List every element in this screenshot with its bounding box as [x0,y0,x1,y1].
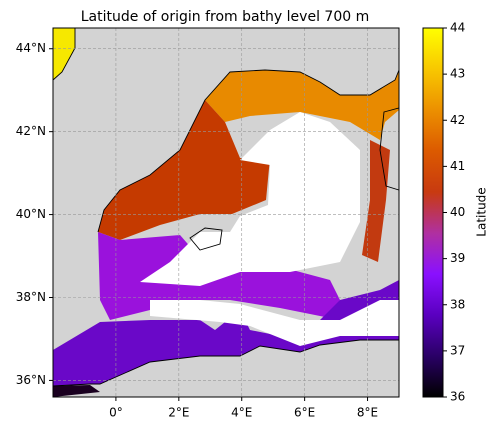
y-tick-label: 40°N [16,207,46,221]
y-tick-label: 36°N [16,373,46,387]
sea [150,300,399,346]
colorbar-tick-label: 39 [450,251,465,265]
y-tick-label: 44°N [16,41,46,55]
field-region [205,70,399,140]
colorbar-tick-label: 43 [450,67,465,81]
x-tick-label: 6°E [294,406,315,420]
plot-frame [52,27,400,398]
x-tick-label: 0° [109,406,123,420]
y-tick-label: 42°N [16,124,46,138]
colorbar-tick-label: 44 [450,21,465,35]
colorbar-tick-label: 37 [450,343,465,357]
field-region [53,385,100,397]
colorbar [422,27,444,398]
colorbar-tick-label: 38 [450,297,465,311]
y-tick-label: 38°N [16,290,46,304]
colorbar-label: Latitude [475,187,489,236]
island [379,107,400,191]
grid [53,28,399,397]
colorbar-tick-label: 36 [450,390,465,404]
island [189,227,223,251]
chart-title: Latitude of origin from bathy level 700 … [81,9,369,25]
x-tick-label: 4°E [231,406,252,420]
x-tick-label: 2°E [168,406,189,420]
field-region [53,280,399,386]
coastline [97,69,400,233]
colorbar-tick-label: 41 [450,159,465,173]
x-tick-label: 8°E [357,406,378,420]
sea [140,112,360,286]
coastline [52,28,76,81]
field-region [98,100,270,240]
colorbar-tick-label: 42 [450,113,465,127]
field-region [53,28,75,80]
colorbar-tick-label: 40 [450,205,465,219]
coastline [52,339,399,387]
map-field [52,28,400,397]
